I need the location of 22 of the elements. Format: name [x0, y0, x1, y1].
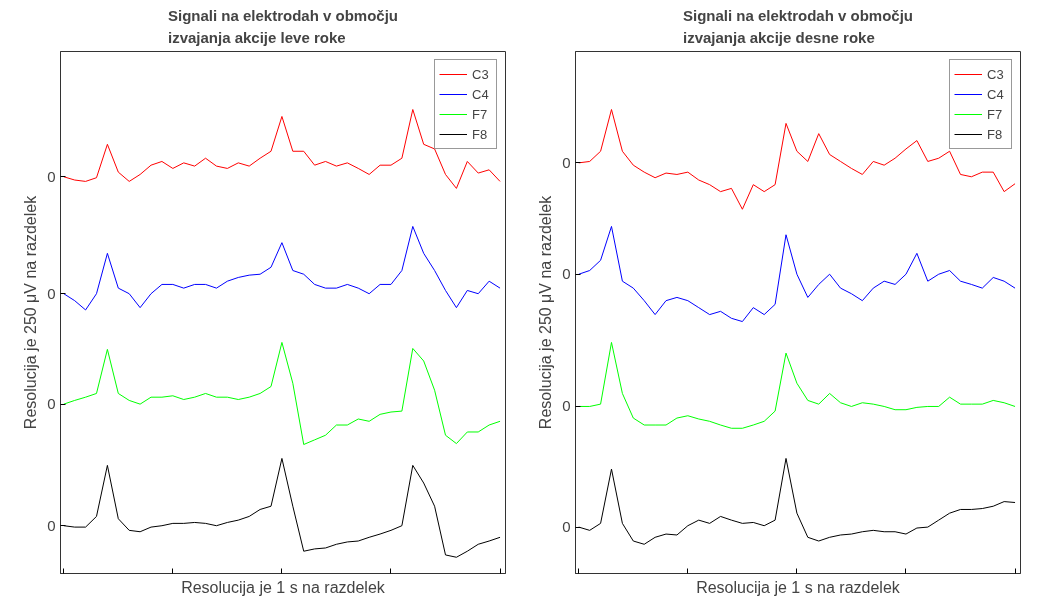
legend-label: F7: [987, 106, 1004, 122]
legend-label: F7: [472, 106, 489, 122]
legend-label: C4: [987, 86, 1005, 102]
chart-title: Signali na elektrodah v območju izvajanja akcije desne roke: [682, 7, 914, 47]
text: 0: [562, 397, 571, 415]
x-axis-title: Resolucija je 1 s na razdelek: [181, 578, 386, 596]
legend-label: F8: [472, 126, 489, 142]
x-axis-title: Resolucija je 1 s na razdelek: [696, 578, 901, 596]
legend-label: C3: [987, 66, 1005, 82]
text: 0: [562, 265, 571, 283]
text: 0: [562, 153, 571, 171]
legend-label: C4: [472, 86, 490, 102]
text: 0: [47, 167, 56, 185]
y-axis-title: Resolucija je 250 μV na razdelek: [22, 194, 40, 430]
chart-title: Signali na elektrodah v območju izvajanja akcije leve roke: [167, 7, 399, 47]
legend-label: C3: [472, 66, 490, 82]
text: 0: [47, 284, 56, 302]
y-axis-title: Resolucija je 250 μV na razdelek: [537, 194, 555, 430]
legend-label: F8: [987, 126, 1004, 142]
text: 0: [562, 518, 571, 536]
text: 0: [47, 516, 56, 534]
text: 0: [47, 395, 56, 413]
